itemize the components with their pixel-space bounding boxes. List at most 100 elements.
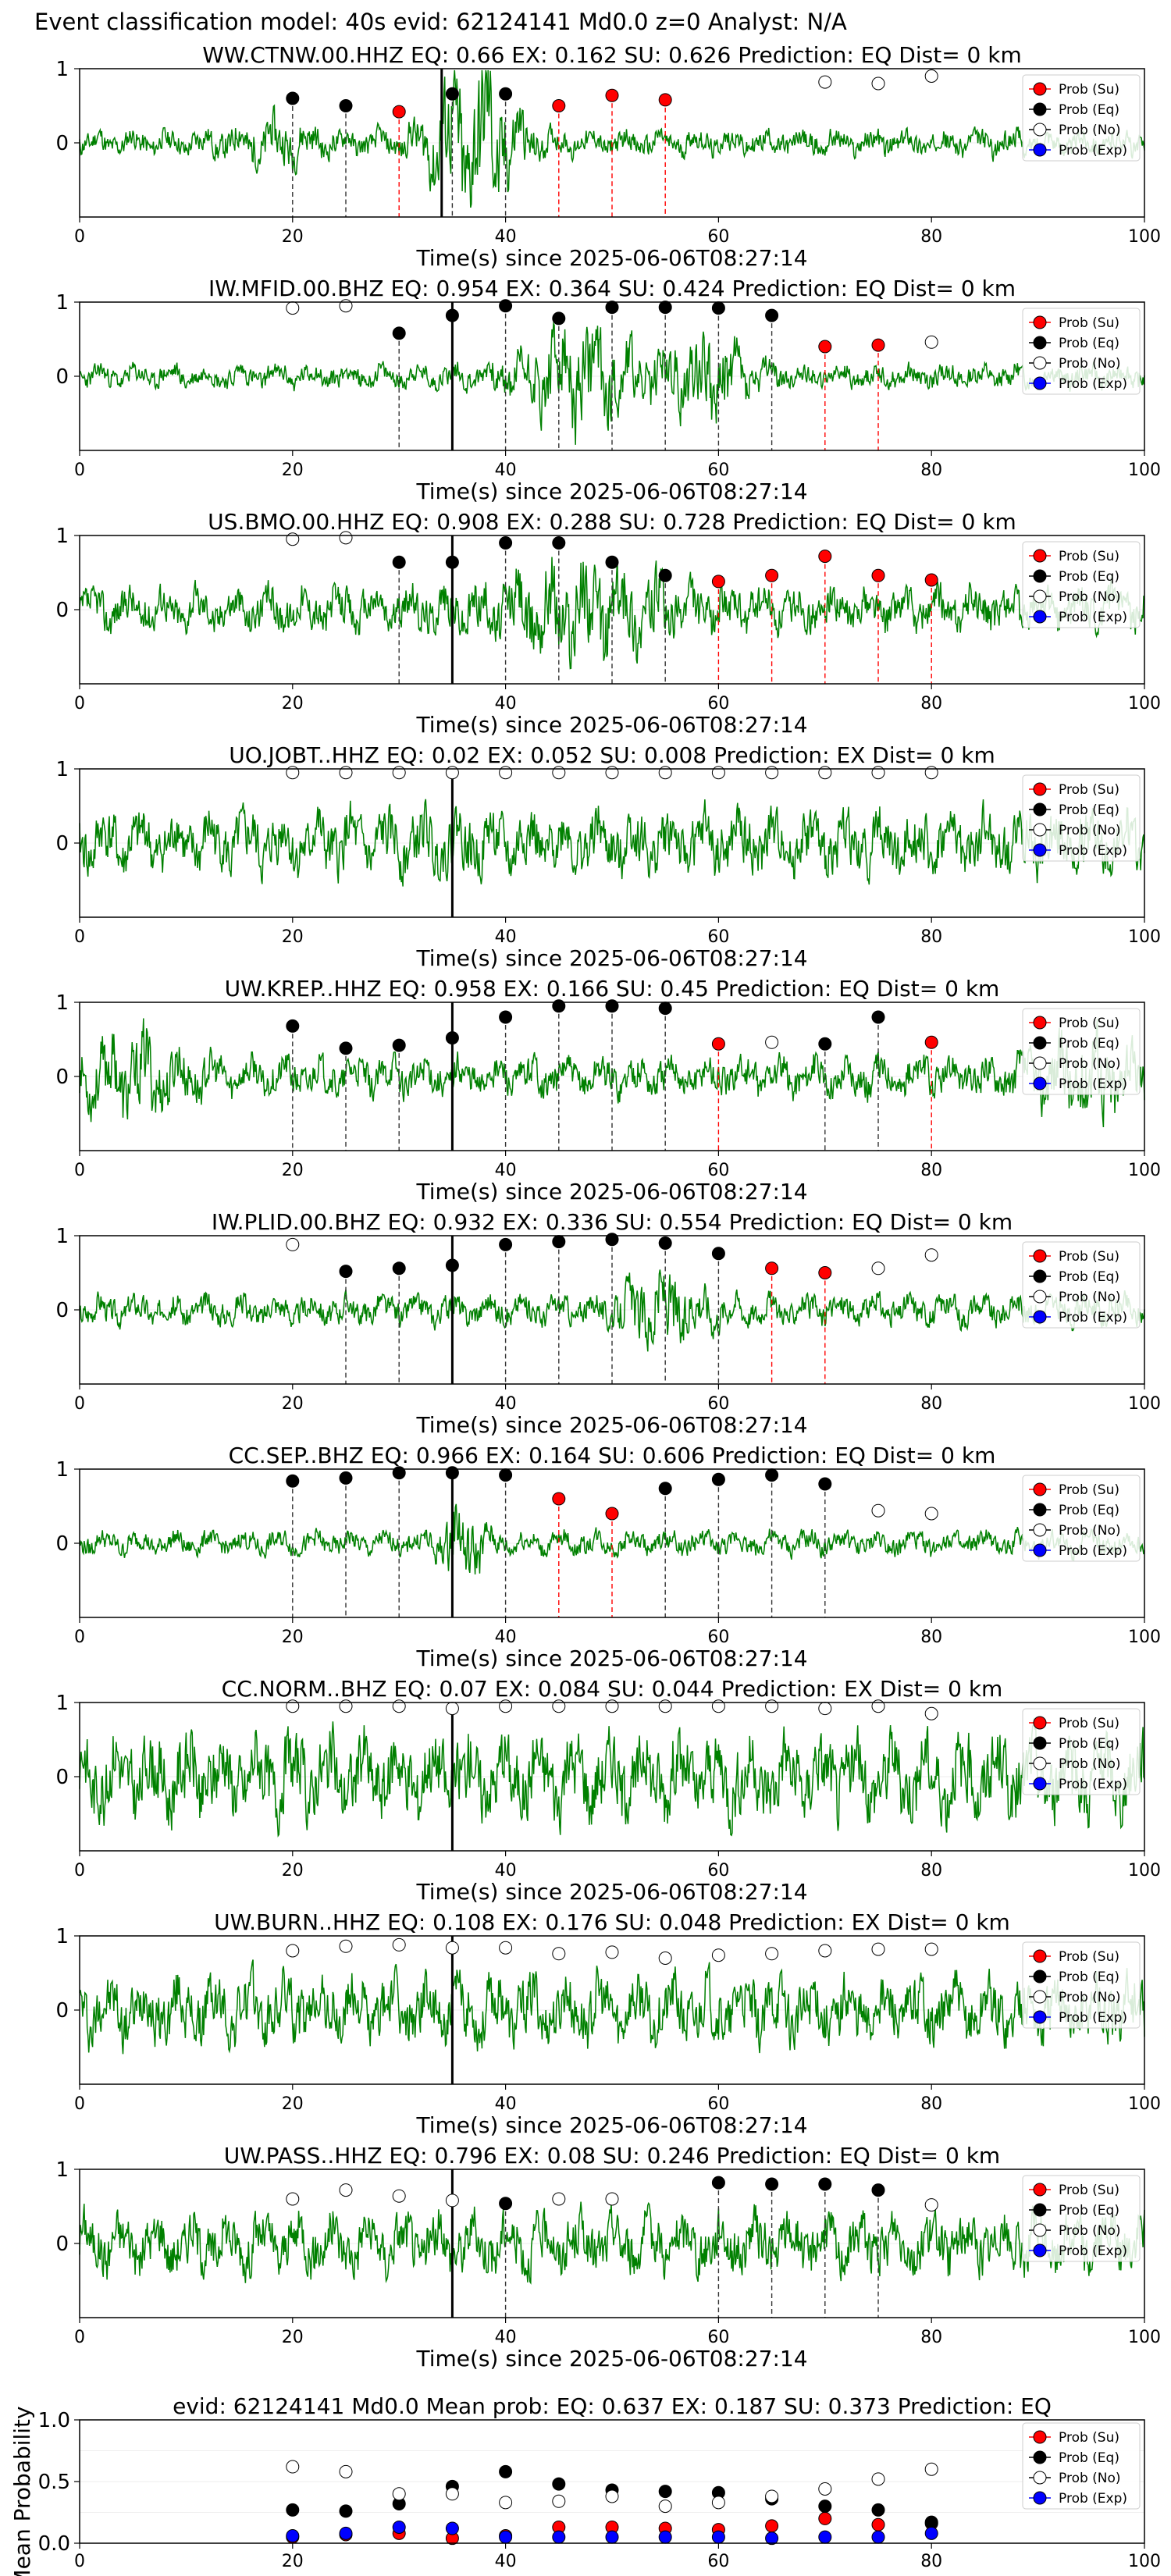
- y-tick-label: 0: [55, 2233, 69, 2256]
- prob-marker-eq: [658, 568, 672, 582]
- prob-marker-eq: [499, 87, 513, 101]
- prob-marker-su: [924, 1035, 938, 1049]
- x-tick-label: 40: [495, 694, 517, 713]
- prob-marker-eq: [605, 555, 619, 569]
- prob-marker-eq: [871, 2183, 885, 2197]
- legend-marker-no: [1033, 2471, 1047, 2485]
- prob-marker-eq: [499, 1010, 513, 1024]
- legend-label: Prob (Su): [1059, 1716, 1119, 1731]
- prob-marker-eq: [499, 299, 513, 313]
- prob-marker-eq: [871, 1010, 885, 1024]
- legend-label: Prob (Eq): [1059, 1969, 1119, 1985]
- prob-marker-no: [286, 301, 300, 315]
- prob-marker-eq: [605, 1233, 619, 1247]
- legend-label: Prob (No): [1059, 2471, 1121, 2486]
- legend-label: Prob (Su): [1059, 82, 1119, 98]
- prob-marker-su: [818, 340, 832, 354]
- waveform-panel-7: CC.SEP..BHZ EQ: 0.966 EX: 0.164 SU: 0.60…: [55, 1443, 1161, 1671]
- prob-marker-no: [818, 1944, 832, 1958]
- legend-label: Prob (Exp): [1059, 2491, 1127, 2507]
- mean-marker-no: [818, 2482, 832, 2496]
- mean-marker-exp: [499, 2530, 513, 2544]
- y-tick-label: 0: [55, 1532, 69, 1556]
- x-tick-label: 80: [920, 461, 942, 480]
- x-tick-label: 60: [707, 2094, 729, 2114]
- prob-marker-no: [392, 1937, 406, 1952]
- prob-marker-no: [871, 1699, 885, 1713]
- legend-marker-exp: [1033, 610, 1047, 624]
- mean-marker-no: [711, 2496, 725, 2510]
- prob-marker-no: [605, 1699, 619, 1713]
- x-tick-label: 20: [282, 2552, 304, 2571]
- prob-marker-eq: [445, 308, 459, 322]
- x-tick-label: 0: [74, 1628, 85, 1647]
- legend-marker-eq: [1033, 2203, 1047, 2217]
- waveform-panel-1: WW.CTNW.00.HHZ EQ: 0.66 EX: 0.162 SU: 0.…: [55, 42, 1161, 271]
- legend-marker-eq: [1033, 336, 1047, 350]
- y-tick-label: 0: [55, 1299, 69, 1322]
- x-tick-label: 80: [920, 1861, 942, 1880]
- panels: WW.CTNW.00.HHZ EQ: 0.66 EX: 0.162 SU: 0.…: [9, 42, 1161, 2576]
- x-tick-label: 80: [920, 1161, 942, 1180]
- legend-marker-eq: [1033, 1503, 1047, 1517]
- legend-marker-exp: [1033, 1310, 1047, 1324]
- x-tick-label: 0: [74, 2328, 85, 2347]
- legend-marker-eq: [1033, 1736, 1047, 1750]
- x-axis-label: Time(s) since 2025-06-06T08:27:14: [415, 245, 807, 271]
- prob-marker-no: [286, 532, 300, 546]
- legend-label: Prob (Exp): [1059, 1076, 1127, 1092]
- x-tick-label: 80: [920, 1628, 942, 1647]
- legend-box: [1022, 1708, 1141, 1795]
- prob-marker-eq: [658, 1236, 672, 1250]
- prob-marker-no: [552, 1699, 566, 1713]
- prob-marker-su: [818, 1266, 832, 1279]
- prob-marker-su: [711, 1037, 725, 1051]
- prob-marker-su: [392, 105, 406, 119]
- legend-marker-no: [1033, 1290, 1047, 1304]
- legend-label: Prob (Eq): [1059, 1036, 1119, 1051]
- legend-label: Prob (Eq): [1059, 2450, 1119, 2466]
- prob-marker-su: [658, 93, 672, 107]
- legend-marker-su: [1033, 1016, 1047, 1030]
- prob-marker-no: [818, 75, 832, 89]
- legend-box: [1022, 74, 1141, 162]
- mean-marker-eq: [339, 2504, 353, 2518]
- x-tick-label: 20: [282, 2094, 304, 2114]
- x-tick-label: 0: [74, 227, 85, 247]
- legend-label: Prob (Su): [1059, 549, 1119, 564]
- waveform-panel-2: IW.MFID.00.BHZ EQ: 0.954 EX: 0.364 SU: 0…: [55, 276, 1161, 504]
- prob-marker-su: [711, 575, 725, 589]
- y-tick-label: 0.5: [38, 2471, 70, 2494]
- y-tick-label: 0: [55, 832, 69, 856]
- prob-marker-no: [924, 2198, 938, 2212]
- mean-marker-exp: [658, 2530, 672, 2544]
- x-tick-label: 80: [920, 2328, 942, 2347]
- x-tick-label: 100: [1128, 2094, 1161, 2114]
- mean-marker-exp: [445, 2521, 459, 2535]
- x-tick-label: 80: [920, 2094, 942, 2114]
- x-tick-label: 20: [282, 461, 304, 480]
- panel-title: CC.SEP..BHZ EQ: 0.966 EX: 0.164 SU: 0.60…: [229, 1443, 996, 1468]
- y-tick-label: 0: [55, 1066, 69, 1089]
- legend-marker-eq: [1033, 1269, 1047, 1283]
- y-tick-label: 1: [55, 2158, 69, 2182]
- prob-marker-su: [605, 88, 619, 102]
- prob-marker-su: [924, 573, 938, 587]
- prob-marker-su: [552, 1492, 566, 1506]
- prob-marker-eq: [765, 308, 779, 322]
- legend-label: Prob (Exp): [1059, 843, 1127, 859]
- y-tick-label: 1: [55, 291, 69, 315]
- x-tick-label: 20: [282, 927, 304, 947]
- waveform-trace: [79, 1717, 1145, 1838]
- waveform-panel-5: UW.KREP..HHZ EQ: 0.958 EX: 0.166 SU: 0.4…: [55, 976, 1161, 1204]
- legend-marker-exp: [1033, 2243, 1047, 2258]
- legend-box: [1022, 774, 1141, 862]
- prob-marker-eq: [552, 1235, 566, 1249]
- x-tick-label: 100: [1128, 2328, 1161, 2347]
- prob-marker-no: [445, 766, 459, 780]
- y-tick-label: 1.0: [38, 2409, 70, 2432]
- prob-marker-eq: [711, 2176, 725, 2190]
- legend-box: [1022, 1241, 1141, 1329]
- x-tick-label: 100: [1128, 2552, 1161, 2571]
- legend-marker-su: [1033, 2183, 1047, 2197]
